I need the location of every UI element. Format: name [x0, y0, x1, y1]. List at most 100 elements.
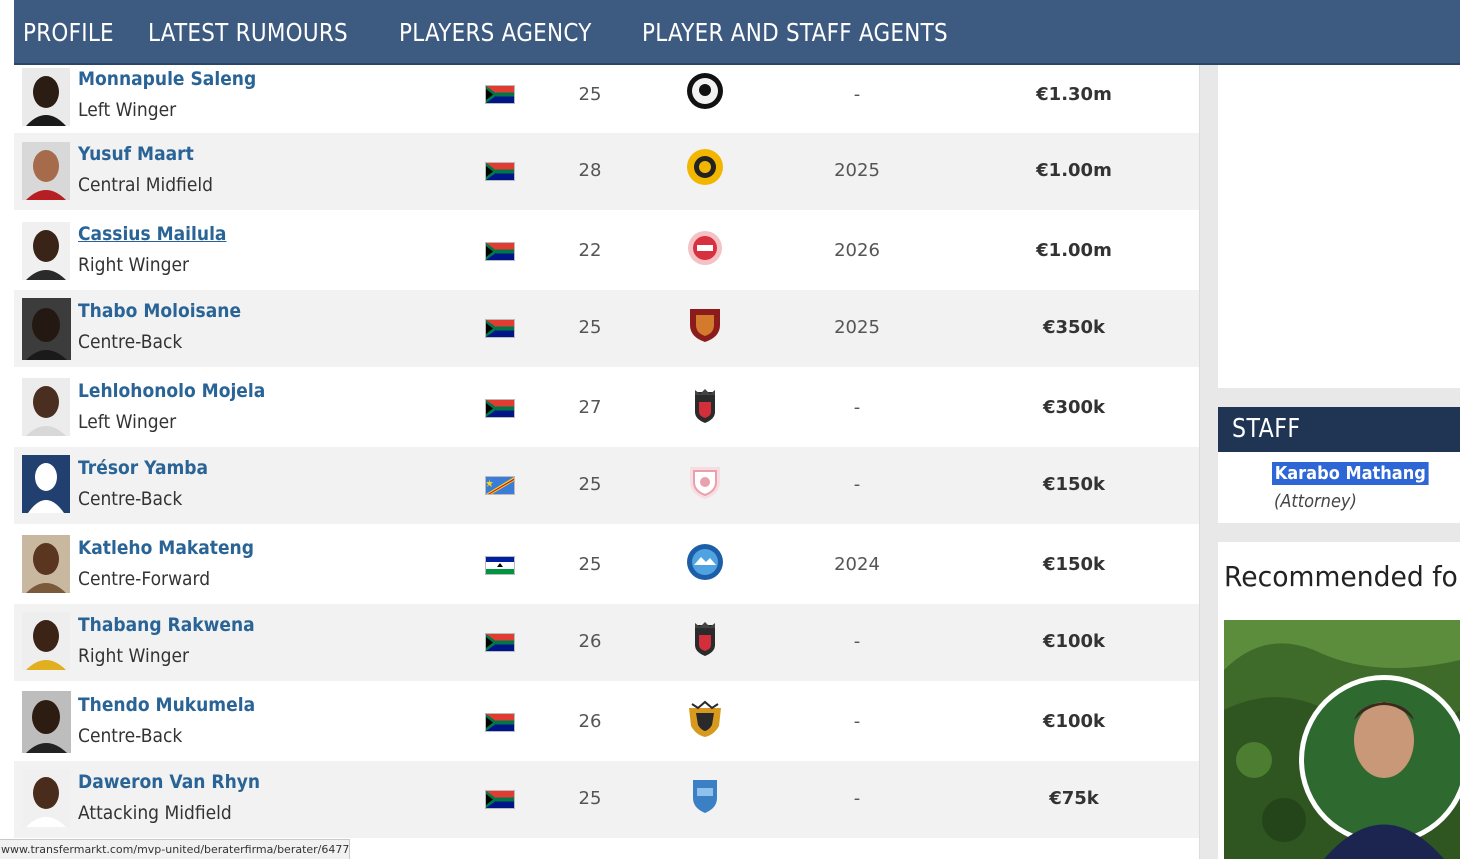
player-position: Centre-Back [78, 331, 183, 353]
contract-expiry: 2025 [834, 317, 880, 338]
player-age: 27 [578, 397, 602, 418]
sidebar-ad-space [1218, 65, 1460, 388]
player-age: 22 [578, 240, 602, 261]
player-name-link[interactable]: Daweron Van Rhyn [78, 771, 261, 793]
ts-galaxy-crest-icon[interactable] [686, 619, 724, 657]
stellenbosch-crest-icon[interactable] [686, 305, 724, 343]
flag-south-africa-icon [485, 713, 515, 732]
table-row: Yusuf Maart Central Midfield 28 2025 €1.… [14, 133, 1199, 210]
player-name-link[interactable]: Lehlohonolo Mojela [78, 380, 266, 402]
contract-expiry: 2025 [834, 160, 880, 181]
toronto-fc-crest-icon[interactable] [686, 229, 724, 267]
player-photo[interactable] [22, 142, 70, 200]
player-name-link[interactable]: Trésor Yamba [78, 457, 209, 479]
player-age: 25 [578, 474, 602, 495]
player-age: 25 [578, 84, 602, 105]
market-value[interactable]: €1.00m [1036, 240, 1112, 261]
player-name-link[interactable]: Katleho Makateng [78, 537, 254, 559]
club-shield-crest-icon[interactable] [686, 776, 724, 814]
player-photo[interactable] [22, 535, 70, 593]
golden-arrows-crest-icon[interactable] [686, 700, 724, 738]
player-position: Right Winger [78, 254, 189, 276]
player-name-link[interactable]: Thendo Mukumela [78, 694, 256, 716]
player-position: Centre-Back [78, 488, 183, 510]
player-photo[interactable] [22, 298, 71, 360]
staff-panel: STAFF Karabo Mathang (Attorney) [1218, 407, 1460, 523]
table-row: Lehlohonolo Mojela Left Winger 27 - €300… [14, 367, 1199, 447]
staff-role: (Attorney) [1274, 491, 1357, 512]
staff-name-link[interactable]: Karabo Mathang [1272, 462, 1429, 485]
table-row: Trésor Yamba Centre-Back 25 - €150k [14, 447, 1199, 524]
nav-profile[interactable]: PROFILE [23, 18, 114, 47]
market-value[interactable]: €300k [1042, 397, 1106, 418]
player-photo-placeholder[interactable] [22, 455, 70, 513]
player-photo[interactable] [22, 612, 70, 670]
market-value[interactable]: €150k [1042, 554, 1106, 575]
nav-player-and-staff-agents[interactable]: PLAYER AND STAFF AGENTS [642, 18, 949, 47]
player-name-link[interactable]: Yusuf Maart [78, 143, 194, 165]
recommended-thumbnail[interactable] [1224, 620, 1460, 859]
ts-galaxy-crest-icon[interactable] [686, 386, 724, 424]
contract-expiry: - [853, 711, 861, 732]
page-left-margin [0, 0, 14, 859]
player-name-link[interactable]: Thabang Rakwena [78, 614, 255, 636]
player-age: 26 [578, 711, 602, 732]
flag-south-africa-icon [485, 162, 515, 181]
table-row: Daweron Van Rhyn Attacking Midfield 25 -… [14, 761, 1199, 838]
player-age: 28 [578, 160, 602, 181]
kaizer-chiefs-crest-icon[interactable] [686, 148, 724, 186]
flag-south-africa-icon [485, 85, 515, 104]
contract-expiry: - [853, 788, 861, 809]
contract-expiry: - [853, 84, 861, 105]
orlando-pirates-crest-icon[interactable] [686, 72, 724, 110]
market-value[interactable]: €350k [1042, 317, 1106, 338]
contract-expiry: 2026 [834, 240, 880, 261]
market-value[interactable]: €100k [1042, 711, 1106, 732]
flag-south-africa-icon [485, 242, 515, 261]
club-crest-round-icon[interactable] [686, 543, 724, 581]
nav-latest-rumours[interactable]: LATEST RUMOURS [147, 18, 348, 47]
table-row: Katleho Makateng Centre-Forward 25 2024 … [14, 524, 1199, 604]
browser-status-bar-url: www.transfermarkt.com/mvp-united/berater… [0, 839, 350, 859]
market-value[interactable]: €1.30m [1036, 84, 1112, 105]
player-name-link[interactable]: Thabo Moloisane [78, 300, 242, 322]
table-row: Thabang Rakwena Right Winger 26 - €100k [14, 604, 1199, 681]
market-value[interactable]: €75k [1049, 788, 1099, 809]
player-position: Attacking Midfield [78, 802, 232, 824]
club-crest-icon[interactable] [686, 462, 724, 500]
player-photo[interactable] [22, 68, 70, 126]
player-age: 25 [578, 554, 602, 575]
player-photo[interactable] [22, 222, 70, 280]
contract-expiry: - [853, 397, 861, 418]
player-position: Left Winger [78, 99, 177, 121]
contract-expiry: 2024 [834, 554, 880, 575]
player-age: 25 [578, 788, 602, 809]
table-row: Thabo Moloisane Centre-Back 25 2025 €350… [14, 290, 1199, 367]
nav-players-agency[interactable]: PLAYERS AGENCY [399, 18, 592, 47]
recommended-panel: Recommended for [1218, 542, 1460, 859]
table-row: Cassius Mailula Right Winger 22 2026 €1.… [14, 210, 1199, 290]
player-name-link[interactable]: Cassius Mailula [78, 223, 227, 245]
market-value[interactable]: €150k [1042, 474, 1106, 495]
market-value[interactable]: €100k [1042, 631, 1106, 652]
player-photo[interactable] [22, 378, 70, 436]
player-photo[interactable] [22, 691, 71, 753]
player-photo[interactable] [22, 769, 70, 827]
player-position: Centre-Back [78, 725, 183, 747]
player-position: Left Winger [78, 411, 177, 433]
contract-expiry: - [853, 631, 861, 652]
player-name-link[interactable]: Monnapule Saleng [78, 68, 257, 90]
contract-expiry: - [853, 474, 861, 495]
top-navigation: PROFILE LATEST RUMOURS PLAYERS AGENCY PL… [14, 0, 1460, 65]
staff-panel-header: STAFF [1218, 407, 1460, 452]
table-row: Monnapule Saleng Left Winger 25 - €1.30m [14, 65, 1199, 133]
market-value[interactable]: €1.00m [1036, 160, 1112, 181]
player-age: 25 [578, 317, 602, 338]
recommended-title: Recommended for [1224, 560, 1460, 593]
flag-lesotho-icon [485, 556, 515, 575]
player-position: Central Midfield [78, 174, 213, 196]
flag-south-africa-icon [485, 633, 515, 652]
flag-dr-congo-icon [485, 476, 515, 495]
flag-south-africa-icon [485, 319, 515, 338]
player-position: Right Winger [78, 645, 189, 667]
